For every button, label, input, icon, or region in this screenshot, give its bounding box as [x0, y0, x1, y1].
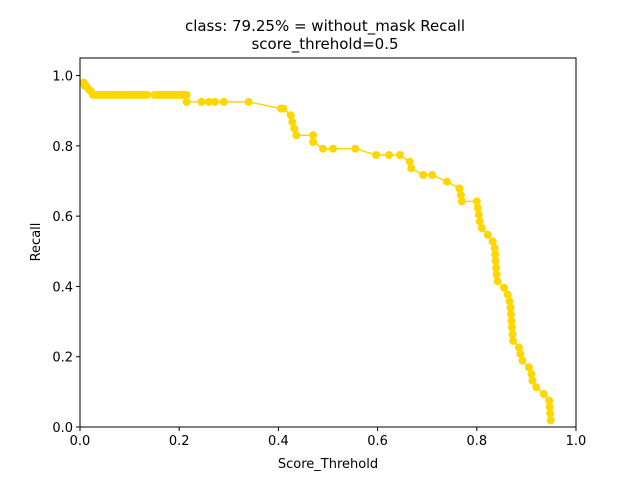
- data-point: [491, 250, 500, 259]
- data-point: [456, 191, 465, 200]
- chart-subtitle: score_threhold=0.5: [251, 35, 398, 54]
- data-point: [483, 230, 492, 239]
- x-tick-label: 1.0: [566, 434, 587, 449]
- data-point: [472, 197, 481, 206]
- data-point: [518, 356, 527, 365]
- data-point: [527, 369, 536, 378]
- y-tick-label: 1.0: [52, 70, 73, 85]
- data-point: [244, 97, 253, 106]
- data-point: [309, 138, 318, 146]
- y-tick-label: 0.2: [52, 351, 73, 366]
- data-point: [210, 97, 219, 106]
- data-point: [455, 184, 464, 193]
- chart-title: class: 79.25% = without_mask Recall: [185, 17, 465, 36]
- data-point: [329, 144, 337, 153]
- data-point: [405, 157, 414, 166]
- data-point: [279, 104, 288, 113]
- data-point: [546, 416, 555, 425]
- data-point: [493, 277, 502, 286]
- data-point: [492, 270, 501, 279]
- data-point: [528, 376, 537, 385]
- data-point: [491, 257, 500, 266]
- data-point: [516, 349, 525, 358]
- data-point: [508, 323, 516, 332]
- data-point: [503, 290, 512, 299]
- data-point: [508, 330, 517, 339]
- recall-series-line: [82, 82, 552, 421]
- data-point: [143, 90, 151, 99]
- data-point: [428, 171, 437, 179]
- data-point: [488, 237, 497, 246]
- plot-frame: [79, 57, 577, 428]
- data-point: [475, 217, 484, 226]
- x-tick-label: 0.8: [466, 434, 487, 449]
- data-point: [372, 151, 381, 159]
- data-point: [492, 263, 501, 272]
- x-tick-label: 0.6: [367, 434, 388, 449]
- data-point: [205, 97, 213, 106]
- x-tick-label: 0.4: [268, 434, 289, 449]
- data-point: [500, 283, 509, 292]
- ticks-layer: 0.0 0.2 0.4 0.6 0.8 1.0 0.0 0.2 0.4 0.6 0.8 1.0: [52, 70, 586, 449]
- data-point: [385, 151, 393, 159]
- data-point: [524, 363, 533, 372]
- data-point: [286, 111, 295, 120]
- data-point: [545, 396, 554, 405]
- data-point: [506, 303, 515, 312]
- data-point: [509, 336, 517, 345]
- data-point: [292, 131, 301, 140]
- data-point: [443, 177, 451, 186]
- data-point: [532, 383, 541, 392]
- data-point: [395, 151, 404, 159]
- data-point: [197, 97, 206, 106]
- data-point: [490, 244, 499, 253]
- data-point: [351, 144, 360, 153]
- y-tick-label: 0.4: [52, 280, 73, 295]
- data-point: [546, 409, 555, 418]
- y-axis-label: Recall: [29, 223, 44, 262]
- data-point: [219, 97, 228, 106]
- data-point: [545, 403, 554, 411]
- x-tick-label: 0.2: [169, 434, 190, 449]
- data-point: [419, 171, 428, 179]
- y-tick-label: 0.8: [52, 140, 73, 155]
- data-point: [474, 210, 483, 219]
- data-point: [457, 197, 466, 206]
- data-point: [515, 343, 523, 352]
- data-point: [182, 90, 191, 99]
- data-point: [319, 144, 327, 153]
- y-tick-label: 0.6: [52, 210, 73, 225]
- data-point: [473, 204, 482, 213]
- series-layer: [79, 78, 555, 425]
- data-point: [309, 131, 318, 140]
- data-point: [505, 297, 514, 306]
- x-axis-label: Score_Threhold: [278, 457, 378, 472]
- data-point: [539, 390, 548, 398]
- data-point: [477, 224, 486, 233]
- data-point: [507, 316, 516, 325]
- data-point: [288, 118, 297, 126]
- x-tick-label: 0.0: [70, 434, 91, 449]
- data-point: [507, 310, 515, 319]
- data-point: [290, 124, 299, 133]
- y-tick-label: 0.0: [52, 421, 73, 436]
- data-point: [407, 164, 416, 173]
- data-point: [182, 97, 191, 106]
